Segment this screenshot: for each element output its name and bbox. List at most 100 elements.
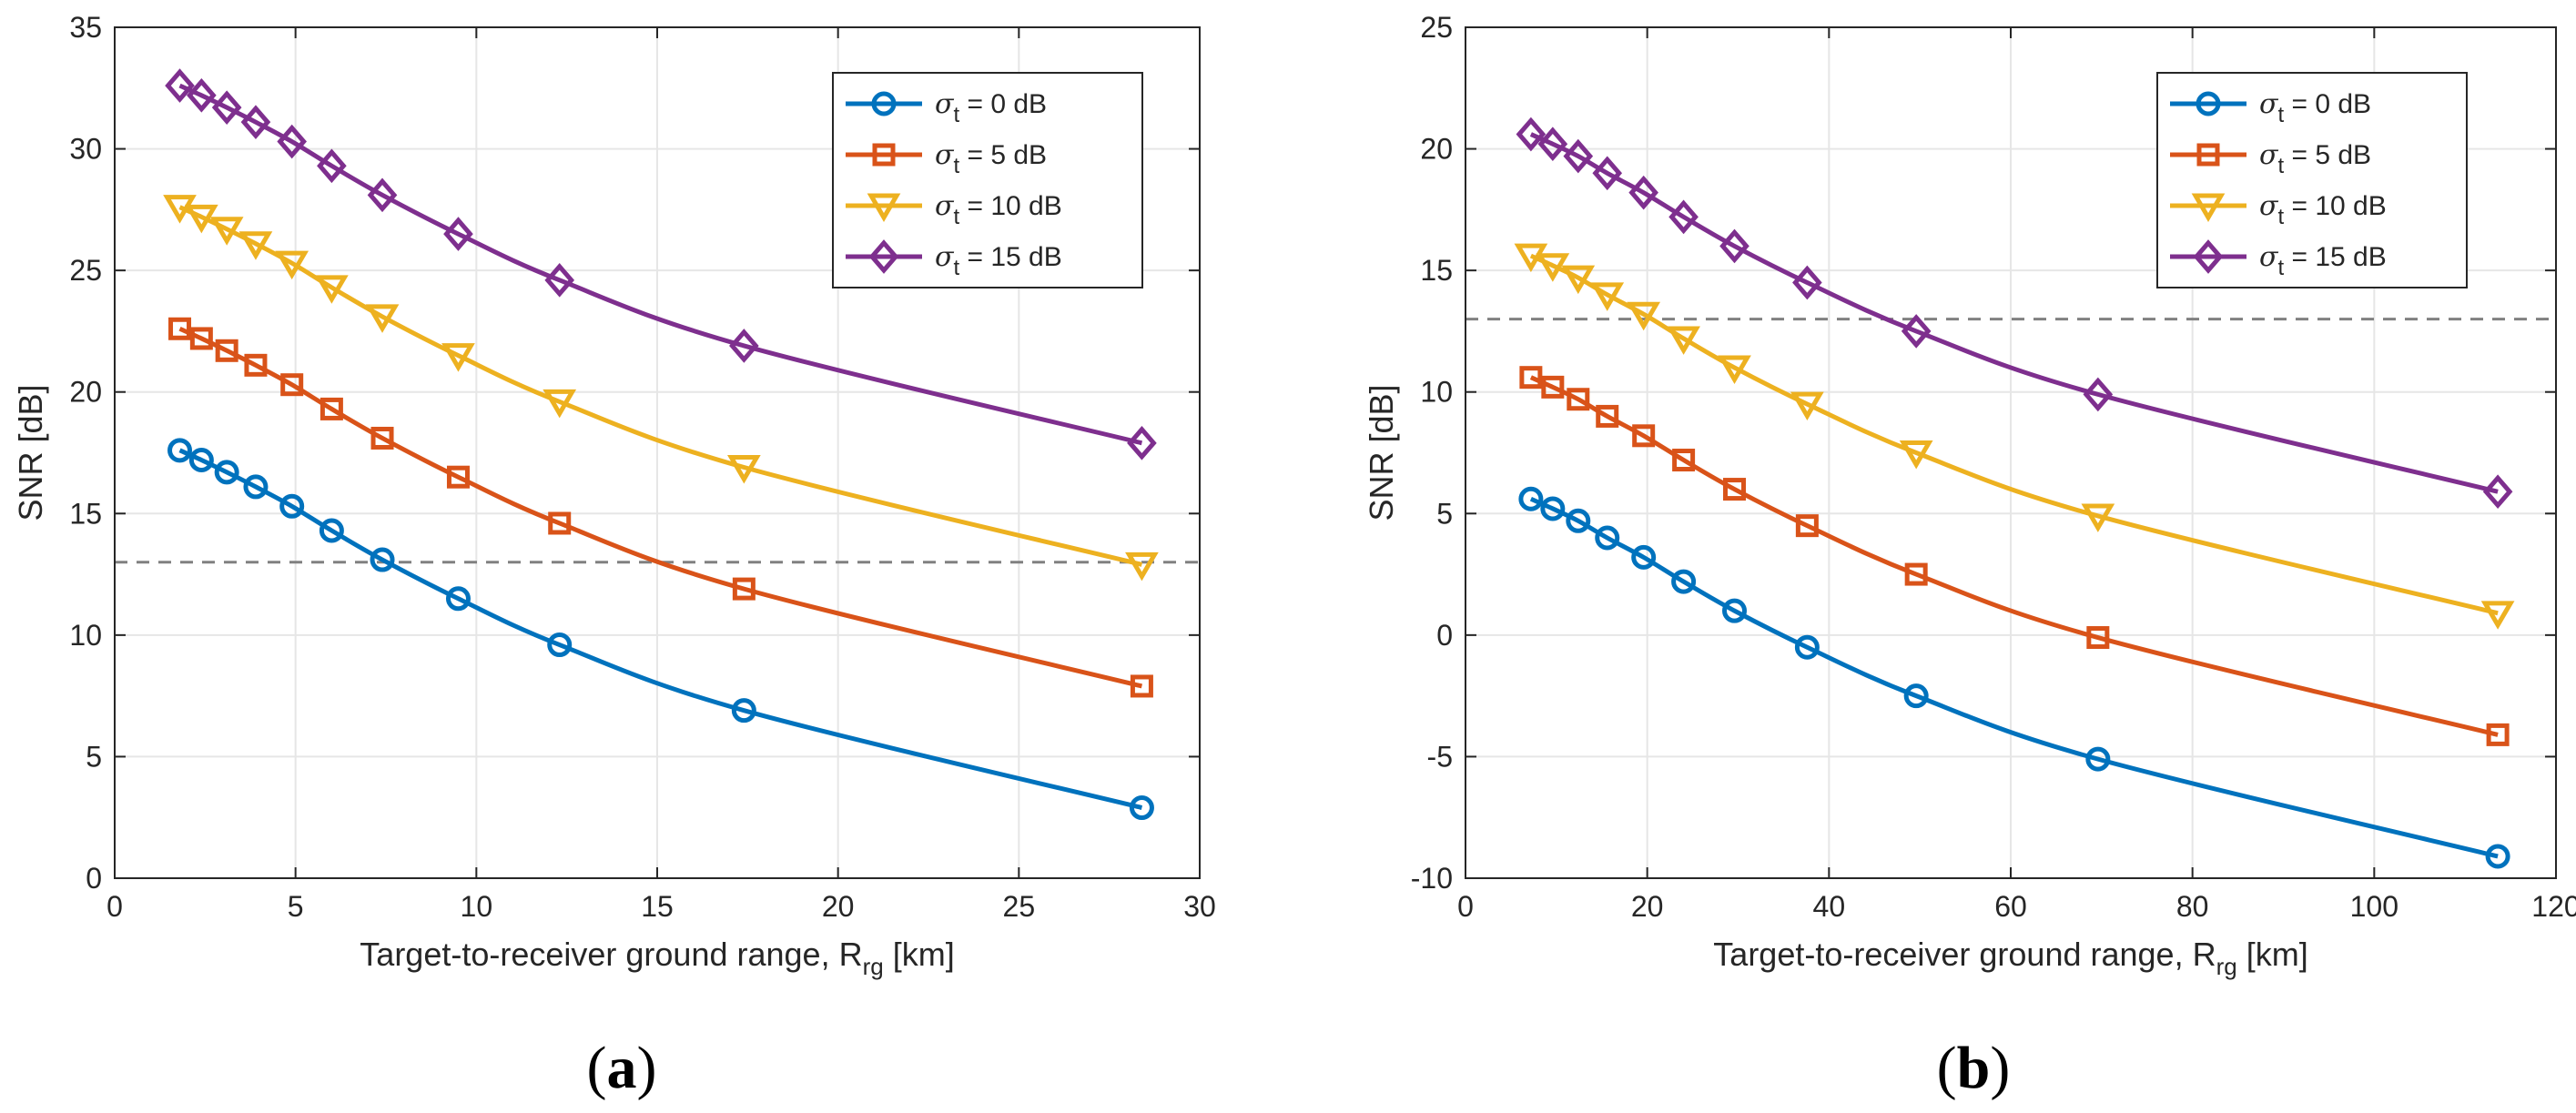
data-point-s5 [1723, 478, 1747, 501]
series-s0 [1518, 486, 2510, 869]
x-tick-label: 20 [1631, 890, 1664, 923]
legend-rest: = 0 dB [959, 89, 1047, 119]
legend-sub: t [2277, 154, 2284, 178]
data-point-s5 [1541, 375, 1565, 399]
legend-sigma: σ [2259, 88, 2279, 120]
x-axis-label-unit: [km] [884, 936, 955, 973]
legend-label-s0: σt = 0 dB [935, 88, 1047, 127]
data-point-s15 [187, 77, 217, 113]
series-line-s0 [1529, 496, 2499, 859]
data-point-s5 [446, 465, 470, 489]
y-tick-label: 10 [69, 619, 102, 652]
x-tick-label: 30 [1183, 890, 1216, 923]
data-point-s5 [1795, 514, 1819, 538]
data-point-s15 [443, 217, 473, 251]
series-line-s10 [178, 205, 1143, 567]
data-point-s15 [165, 68, 195, 103]
data-point-s5 [1672, 449, 1696, 472]
series-line-s0 [178, 448, 1143, 810]
legend-rest: = 15 dB [2284, 242, 2387, 272]
data-point-s10 [1590, 282, 1625, 311]
data-point-s0 [1903, 683, 1929, 709]
legend-label-s5: σt = 5 dB [935, 139, 1047, 178]
x-axis-label: Target-to-receiver ground range, Rrg [km… [360, 936, 954, 980]
data-point-s15 [1901, 314, 1932, 349]
y-tick-label: 0 [86, 862, 102, 895]
data-point-s0 [1518, 486, 1544, 511]
legend-sub: t [953, 205, 959, 229]
data-point-s10 [365, 304, 400, 333]
data-point-s0 [731, 698, 756, 723]
data-point-s10 [1125, 551, 1159, 582]
data-point-s15 [317, 148, 347, 184]
x-tick-label: 120 [2531, 890, 2576, 923]
legend-sigma: σ [2259, 139, 2279, 171]
y-axis-label: SNR [dB] [12, 384, 49, 521]
data-point-s5 [1519, 366, 1543, 390]
data-point-s10 [1718, 355, 1751, 384]
data-point-s15 [544, 263, 575, 298]
data-point-s15 [367, 177, 398, 213]
series-s0 [167, 438, 1154, 821]
legend-sub: t [953, 103, 959, 127]
y-tick-label: 25 [69, 254, 102, 287]
x-tick-label: 25 [1003, 890, 1036, 923]
y-tick-label: 20 [69, 376, 102, 409]
legend-marker-s10 [2191, 193, 2226, 222]
series-s5 [1519, 366, 2510, 746]
legend-rest: = 10 dB [959, 191, 1062, 221]
chart-panel-b: 0 20 40 60 80 100 120 -10 -5 0 5 10 15 20 25 Target-to-… [1363, 11, 2576, 1101]
data-point-s5 [168, 317, 192, 340]
data-point-s10 [315, 275, 349, 304]
legend-sigma: σ [935, 190, 955, 222]
caption-close: ) [1990, 1035, 2010, 1101]
legend-marker-s0 [2196, 91, 2221, 116]
x-axis-label-unit: [km] [2237, 936, 2308, 973]
series-line-s10 [1529, 253, 2499, 616]
x-axis-label-sub: rg [2216, 953, 2237, 980]
data-point-s10 [185, 204, 218, 234]
x-axis-label-main: Target-to-receiver ground range, R [360, 936, 862, 973]
data-point-s0 [370, 547, 395, 572]
y-tick-label: 15 [69, 497, 102, 530]
legend-rest: = 5 dB [959, 140, 1047, 170]
data-point-s15 [1127, 425, 1157, 460]
data-point-s10 [1667, 326, 1700, 355]
legend-rest: = 15 dB [959, 242, 1062, 272]
data-point-s5 [1596, 404, 1619, 428]
legend-marker-s5 [872, 143, 896, 167]
data-point-s5 [319, 397, 343, 420]
x-axis-label-main: Target-to-receiver ground range, R [1713, 936, 2216, 973]
y-tick-label: 5 [86, 740, 102, 773]
data-point-s15 [1628, 175, 1658, 210]
data-point-s15 [277, 124, 308, 159]
y-tick-label: 0 [1436, 619, 1453, 652]
y-tick-label: 10 [1420, 376, 1453, 409]
panel-caption: (b) [1937, 1035, 2011, 1101]
data-point-s0 [2485, 844, 2510, 869]
x-tick-label: 0 [1457, 890, 1474, 923]
legend-label-s15: σt = 15 dB [2259, 241, 2387, 280]
legend-label-s15: σt = 15 dB [935, 241, 1062, 280]
data-point-s15 [240, 105, 271, 140]
data-point-s0 [1595, 525, 1620, 551]
data-point-s0 [2085, 746, 2111, 772]
legend-sigma: σ [935, 139, 955, 171]
data-point-s10 [1561, 265, 1596, 295]
legend-sub: t [2277, 205, 2284, 229]
data-point-s15 [1563, 138, 1594, 174]
data-point-s15 [1516, 116, 1547, 152]
data-point-s0 [188, 448, 214, 473]
data-point-s15 [1668, 199, 1699, 235]
data-point-s0 [1129, 795, 1154, 821]
legend-rest: = 10 dB [2284, 191, 2387, 221]
chart-panel-a: 0 5 10 15 20 25 30 0 5 10 15 20 25 30 35 Target-to-rece… [12, 11, 1216, 1101]
legend-sub: t [2277, 103, 2284, 127]
data-point-s10 [238, 231, 273, 260]
data-point-s10 [1899, 440, 1933, 470]
data-point-s5 [2486, 723, 2510, 746]
data-point-s10 [727, 455, 761, 484]
series-s5 [168, 317, 1153, 698]
